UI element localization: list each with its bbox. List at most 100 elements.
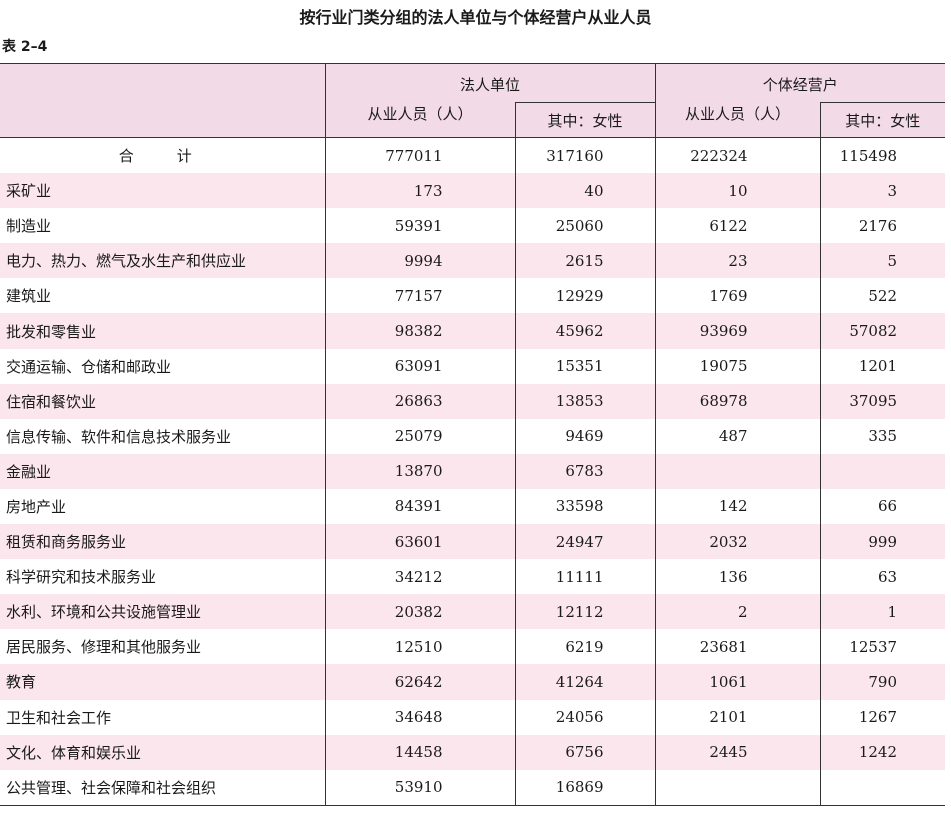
individual-employees-value: 10 [654,173,821,209]
legal-employees-value: 84391 [324,488,515,525]
table-row: 建筑业 77157 12929 1769 522 [0,278,946,314]
table-row: 批发和零售业 98382 45962 93969 57082 [0,313,946,349]
individual-employees-value: 23681 [654,629,821,665]
legal-female-value: 6783 [514,453,656,489]
table-row: 文化、体育和娱乐业 14458 6756 2445 1242 [0,734,946,770]
individual-employees-value: 2101 [654,699,821,735]
legal-employees-value: 53910 [324,769,515,806]
industry-name: 科学研究和技术服务业 [6,568,157,587]
table-body: 合 计 777011 317160 222324 115498 采矿业 173 40 10 3 制造… [0,137,946,806]
individual-employees-value [654,453,821,489]
header-legal-entity: 法人单位 [324,63,656,103]
legal-employees-value: 63091 [324,348,515,384]
header-individual-business: 个体经营户 [654,63,946,103]
document-title: 按行业门类分组的法人单位与个体经营户从业人员 [299,8,652,27]
legal-employees-value: 13870 [324,453,515,489]
legal-employees-value: 173 [324,173,515,209]
legal-female-value: 25060 [514,208,656,244]
table-row: 公共管理、社会保障和社会组织 53910 16869 [0,769,946,806]
individual-female-value: 115498 [819,137,946,174]
table-row: 科学研究和技术服务业 34212 11111 136 63 [0,559,946,595]
individual-employees-value: 142 [654,488,821,525]
individual-employees-value: 136 [654,559,821,595]
individual-female-value: 1267 [819,699,946,735]
individual-female-value: 37095 [819,383,946,419]
legal-employees-value: 12510 [324,629,515,665]
individual-employees-value: 1769 [654,278,821,314]
table-row: 房地产业 84391 33598 142 66 [0,488,946,525]
legal-female-value: 15351 [514,348,656,384]
legal-employees-value: 77157 [324,278,515,314]
industry-name: 采矿业 [0,173,325,209]
individual-female-value: 3 [819,173,946,209]
legal-employees-value: 26863 [324,383,515,419]
individual-employees-value: 487 [654,418,821,454]
legal-female-value: 13853 [514,383,656,419]
individual-female-value: 57082 [819,313,946,349]
individual-female-value: 63 [819,559,946,595]
industry-name: 租赁和商务服务业 [0,524,325,560]
employment-table: 法人单位 个体经营户 从业人员（人） 其中：女性 从业人员（人） 其中：女性 合… [0,63,946,806]
individual-employees-value: 1061 [654,664,821,700]
individual-female-value: 5 [819,243,946,279]
individual-female-value: 2176 [819,208,946,244]
individual-employees-value: 222324 [654,137,821,174]
industry-name: 水利、环境和公共设施管理业 [0,594,325,630]
individual-female-value: 12537 [819,629,946,665]
industry-name: 信息传输、软件和信息技术服务业 [6,427,232,446]
industry-name: 卫生和社会工作 [6,708,112,727]
legal-female-value: 40 [514,173,656,209]
legal-female-value: 12929 [514,278,656,314]
legal-female-value: 12112 [514,594,656,630]
individual-female-value: 790 [819,664,946,700]
individual-female-value: 1 [819,594,946,630]
header-individual-female: 其中：女性 [819,102,946,138]
table-row: 制造业 59391 25060 6122 2176 [0,208,946,244]
total-row: 合 计 777011 317160 222324 115498 [0,137,946,174]
table-row: 采矿业 173 40 10 3 [0,173,946,209]
industry-name: 交通运输、仓储和邮政业 [6,357,172,376]
individual-employees-value: 2445 [654,734,821,770]
legal-employees-value: 34212 [324,559,515,595]
table-row: 租赁和商务服务业 63601 24947 2032 999 [0,524,946,560]
individual-employees-value: 19075 [654,348,821,384]
table-row: 水利、环境和公共设施管理业 20382 12112 2 1 [0,594,946,630]
legal-female-value: 33598 [514,488,656,525]
legal-female-value: 16869 [514,769,656,806]
individual-female-value: 1242 [819,734,946,770]
legal-female-value: 24056 [514,699,656,735]
individual-employees-value: 68978 [654,383,821,419]
legal-employees-value: 62642 [324,664,515,700]
table-row: 电力、热力、燃气及水生产和供应业 9994 2615 23 5 [0,243,946,279]
legal-female-value: 6219 [514,629,656,665]
table-label: 表 2–4 [2,39,48,55]
table-row: 居民服务、修理和其他服务业 12510 6219 23681 12537 [0,629,946,665]
industry-name: 房地产业 [6,497,67,516]
individual-employees-value: 2032 [654,524,821,560]
individual-employees-value: 6122 [654,208,821,244]
industry-name: 制造业 [6,217,52,236]
header-legal-female: 其中：女性 [514,102,656,138]
table-row: 交通运输、仓储和邮政业 63091 15351 19075 1201 [0,348,946,384]
legal-employees-value: 25079 [324,418,515,454]
header-legal-employees: 从业人员（人） [324,102,515,138]
industry-name: 教育 [0,664,325,700]
individual-female-value: 335 [819,418,946,454]
individual-employees-value: 93969 [654,313,821,349]
industry-name: 建筑业 [6,287,52,306]
industry-name: 公共管理、社会保障和社会组织 [0,769,325,806]
table-row: 住宿和餐饮业 26863 13853 68978 37095 [0,383,946,419]
industry-header-cell [0,63,325,138]
individual-female-value: 1201 [819,348,946,384]
legal-employees-value: 98382 [324,313,515,349]
legal-female-value: 6756 [514,734,656,770]
legal-female-value: 317160 [514,137,656,174]
individual-female-value: 66 [819,488,946,525]
industry-name: 电力、热力、燃气及水生产和供应业 [0,243,325,279]
individual-employees-value [654,769,821,806]
legal-female-value: 9469 [514,418,656,454]
individual-female-value [819,769,946,806]
legal-female-value: 45962 [514,313,656,349]
table-row: 金融业 13870 6783 [0,453,946,489]
individual-female-value [819,453,946,489]
